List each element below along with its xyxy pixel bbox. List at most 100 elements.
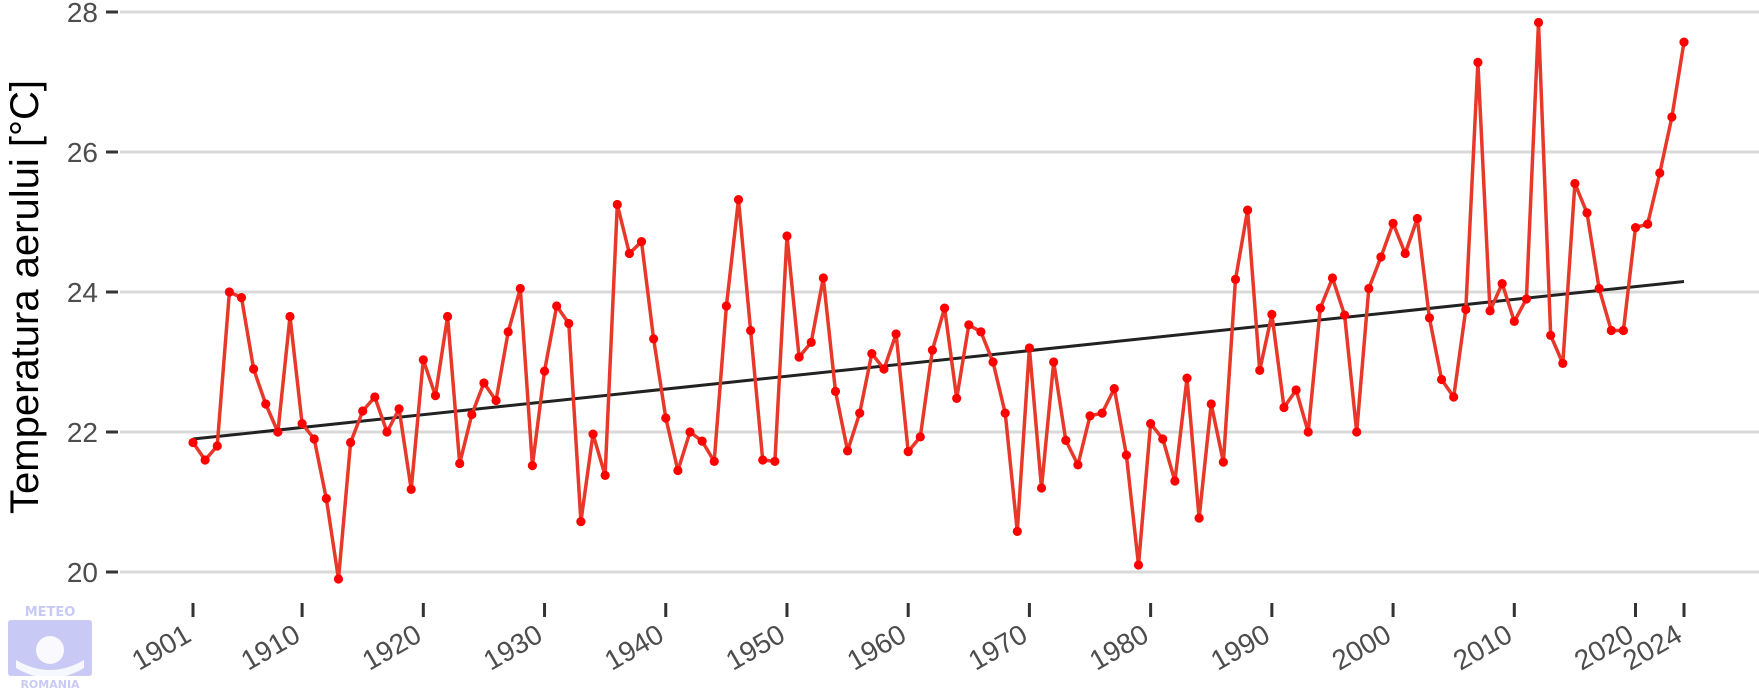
- data-point-1994: [1315, 303, 1325, 313]
- data-point-1924: [467, 409, 477, 420]
- data-point-1946: [733, 195, 744, 205]
- data-point-1932: [564, 318, 574, 329]
- data-point-1915: [358, 406, 368, 416]
- data-point-1947: [746, 325, 756, 336]
- data-point-1934: [588, 429, 598, 439]
- data-point-1914: [345, 437, 356, 448]
- data-point-1985: [1206, 399, 1216, 409]
- data-point-1927: [503, 327, 513, 337]
- data-point-2000: [1388, 218, 1398, 228]
- data-point-1951: [794, 352, 804, 362]
- x-tick-label-1901: 1901: [127, 618, 196, 676]
- data-point-1999: [1376, 252, 1386, 262]
- data-point-1952: [806, 337, 816, 347]
- y-tick-label-26: 26: [67, 137, 98, 168]
- data-point-1979: [1133, 560, 1144, 570]
- data-point-1921: [430, 391, 441, 401]
- data-point-1906: [249, 364, 259, 374]
- data-point-1968: [1000, 408, 1010, 418]
- data-point-1987: [1230, 274, 1241, 284]
- x-tick-label-1910: 1910: [236, 618, 305, 676]
- data-point-1941: [673, 465, 683, 476]
- trend-line: [192, 280, 1685, 441]
- data-point-2021: [1643, 219, 1653, 229]
- data-point-2001: [1400, 248, 1410, 259]
- data-point-1965: [964, 320, 974, 330]
- data-point-1975: [1085, 411, 1095, 421]
- data-point-1984: [1194, 513, 1204, 523]
- data-point-1942: [685, 427, 695, 437]
- data-point-1918: [394, 404, 404, 414]
- series-line: [191, 20, 1686, 581]
- data-point-1988: [1243, 205, 1253, 215]
- data-point-1922: [442, 311, 453, 322]
- data-point-1919: [406, 484, 416, 494]
- x-axis: 1901 1910 1920 1930 1940 1950 1960 1970 1980 1990…: [127, 603, 1687, 676]
- data-point-2015: [1570, 178, 1580, 189]
- data-point-1931: [552, 301, 562, 311]
- data-point-2005: [1449, 392, 1459, 402]
- data-point-1904: [224, 287, 234, 297]
- data-point-1960: [903, 447, 913, 457]
- grid-lines: [120, 10, 1759, 574]
- data-point-1997: [1352, 427, 1362, 437]
- data-point-1949: [770, 456, 780, 466]
- y-tick-label-22: 22: [67, 417, 98, 448]
- data-point-2014: [1558, 358, 1568, 368]
- data-point-1974: [1073, 460, 1083, 470]
- data-point-2007: [1473, 57, 1483, 67]
- data-point-1993: [1303, 427, 1313, 437]
- x-tick-label-1960: 1960: [842, 618, 911, 676]
- data-point-1995: [1327, 273, 1338, 283]
- data-point-1905: [236, 293, 247, 303]
- data-point-1958: [879, 364, 889, 374]
- data-point-1957: [867, 349, 877, 359]
- logo-text-bottom: ROMANIA: [20, 678, 80, 690]
- data-point-2017: [1594, 283, 1604, 294]
- data-point-2003: [1424, 313, 1435, 323]
- data-point-1913: [333, 574, 344, 584]
- data-point-1903: [212, 441, 222, 451]
- data-point-1967: [988, 357, 998, 367]
- data-point-2013: [1546, 330, 1556, 340]
- data-point-1973: [1061, 435, 1071, 445]
- data-point-1972: [1049, 357, 1059, 367]
- data-point-1939: [649, 334, 659, 344]
- x-tick-label-2010: 2010: [1448, 618, 1517, 676]
- data-point-1912: [321, 493, 331, 504]
- logo-text-top: METEO: [25, 605, 76, 620]
- data-point-1943: [697, 436, 707, 446]
- y-axis: 20 22 24 26 28: [67, 0, 118, 588]
- logo-mark-icon: [8, 620, 92, 678]
- data-point-1955: [842, 446, 853, 456]
- data-point-1902: [200, 455, 210, 465]
- data-point-1980: [1146, 419, 1156, 429]
- y-tick-label-20: 20: [67, 557, 98, 588]
- data-point-1978: [1121, 450, 1131, 460]
- data-point-1908: [273, 427, 283, 437]
- data-point-1907: [261, 399, 271, 409]
- x-tick-label-1920: 1920: [357, 618, 426, 676]
- data-point-2011: [1521, 294, 1532, 304]
- data-point-1963: [939, 303, 950, 313]
- data-point-1930: [539, 366, 550, 376]
- data-point-1983: [1182, 373, 1192, 383]
- data-point-1936: [612, 199, 622, 210]
- data-point-2009: [1497, 279, 1507, 289]
- data-point-1981: [1158, 434, 1168, 444]
- data-point-2006: [1461, 304, 1471, 315]
- data-point-1956: [855, 408, 865, 418]
- x-tick-label-1970: 1970: [963, 618, 1032, 676]
- data-point-1909: [285, 311, 295, 322]
- data-point-1937: [624, 248, 634, 259]
- y-tick-label-24: 24: [67, 277, 98, 308]
- x-tick-label-2000: 2000: [1327, 618, 1396, 676]
- temperature-series: [188, 17, 1689, 584]
- data-point-1938: [636, 237, 647, 247]
- trend-segment: [192, 280, 1685, 441]
- data-point-2010: [1509, 316, 1519, 326]
- data-point-2018: [1606, 325, 1616, 336]
- data-point-1916: [370, 392, 380, 402]
- data-point-2016: [1582, 208, 1592, 218]
